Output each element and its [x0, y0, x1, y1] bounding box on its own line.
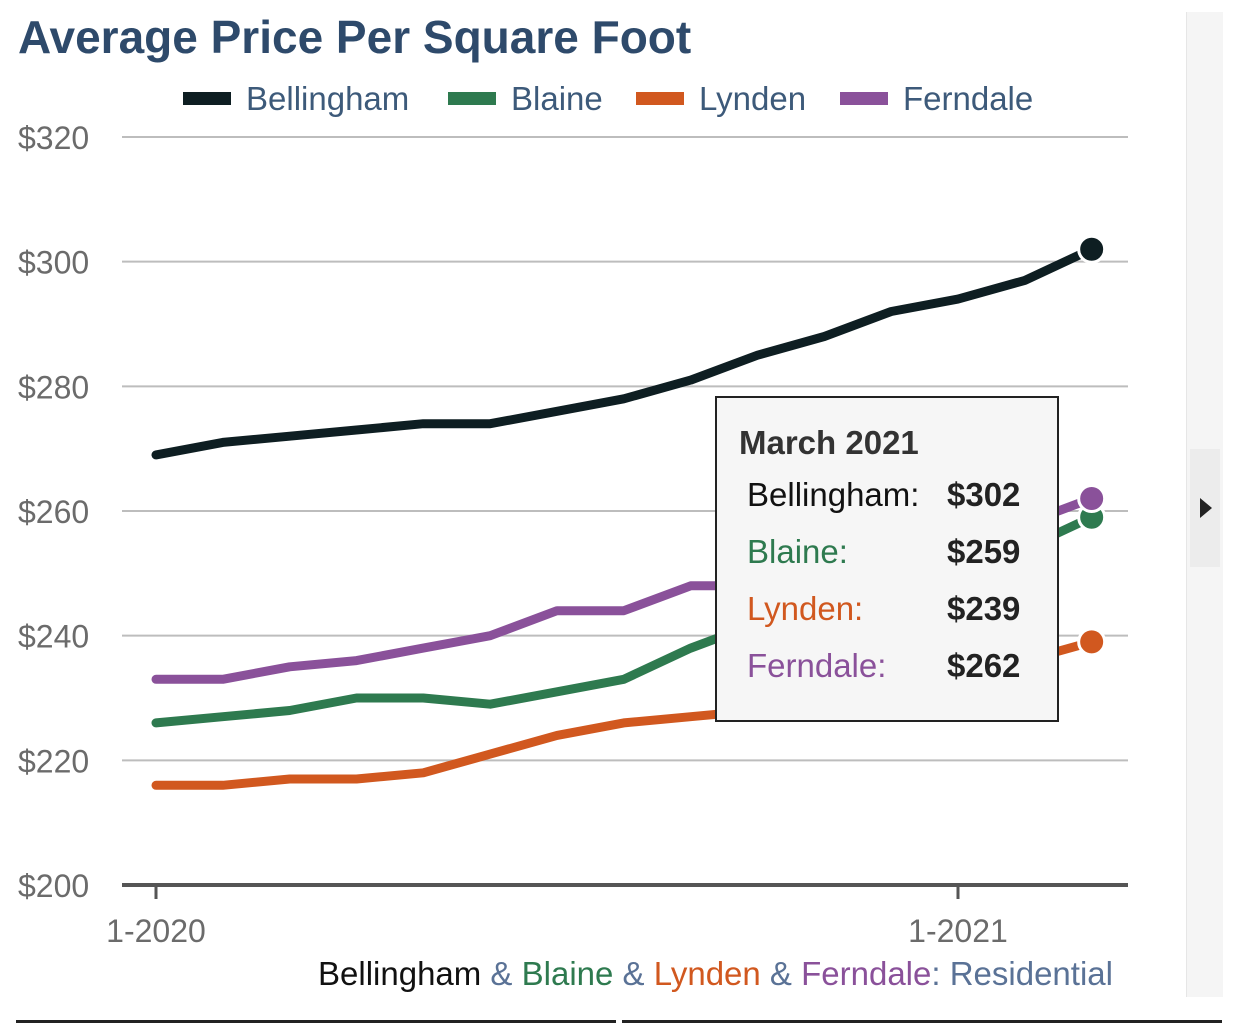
subtitle-part: Ferndale	[801, 955, 932, 992]
series-end-marker-lynden	[1077, 627, 1107, 657]
tooltip-title: March 2021	[739, 424, 919, 461]
tooltip-series-name: Lynden:	[747, 590, 864, 627]
series-end-marker-bellingham	[1077, 234, 1107, 264]
x-tick-label: 1-2020	[106, 913, 206, 949]
y-tick-label: $220	[18, 743, 89, 779]
tooltip-series-name: Ferndale:	[747, 647, 887, 684]
subtitle-part: Lynden	[653, 955, 761, 992]
legend-swatch-bellingham	[183, 92, 231, 105]
tooltip-series-name: Blaine:	[747, 533, 848, 570]
legend-label-lynden: Lynden	[699, 80, 806, 117]
series-line-bellingham	[151, 244, 1097, 460]
legend-label-bellingham: Bellingham	[246, 80, 409, 117]
y-tick-label: $320	[18, 120, 89, 156]
legend-label-ferndale: Ferndale	[903, 80, 1033, 117]
divider	[622, 1020, 1222, 1023]
expand-panel-button[interactable]	[1190, 449, 1220, 567]
tooltip-series-value: $262	[947, 647, 1021, 684]
subtitle-part: Blaine	[521, 955, 614, 992]
divider	[16, 1020, 616, 1023]
legend-label-blaine: Blaine	[511, 80, 603, 117]
y-tick-label: $260	[18, 494, 89, 530]
series-end-marker-ferndale	[1077, 484, 1107, 514]
chart-title: Average Price Per Square Foot	[18, 11, 692, 63]
tooltip-series-value: $239	[947, 590, 1021, 627]
y-tick-label: $280	[18, 369, 89, 405]
legend-swatch-ferndale	[840, 92, 888, 105]
subtitle-part: Bellingham	[318, 955, 482, 992]
subtitle-part: &	[760, 955, 802, 992]
subtitle-part: : Residential	[931, 955, 1113, 992]
y-tick-label: $240	[18, 619, 89, 655]
y-tick-label: $300	[18, 245, 89, 281]
y-tick-label: $200	[18, 868, 89, 904]
grid-lines	[122, 136, 1128, 762]
tooltip-series-value: $259	[947, 533, 1021, 570]
subtitle-part: &	[481, 955, 522, 992]
x-tick-label: 1-2021	[908, 913, 1008, 949]
subtitle-part: &	[613, 955, 654, 992]
chart-subtitle: Bellingham & Blaine & Lynden & Ferndale:…	[318, 955, 1113, 993]
caret-right-icon	[1200, 498, 1212, 518]
tooltip-series-name: Bellingham:	[747, 476, 920, 513]
axes: $320 $300 $280 $260 $240 $220 $200 1-2020 1-2021	[18, 120, 1128, 949]
tooltip-series-value: $302	[947, 476, 1021, 513]
hover-tooltip: March 2021 Bellingham: $302 Blaine: $259…	[715, 396, 1059, 722]
legend[interactable]: Bellingham Blaine Lynden Ferndale	[183, 80, 1033, 117]
legend-swatch-lynden	[636, 92, 684, 105]
legend-swatch-blaine	[448, 92, 496, 105]
